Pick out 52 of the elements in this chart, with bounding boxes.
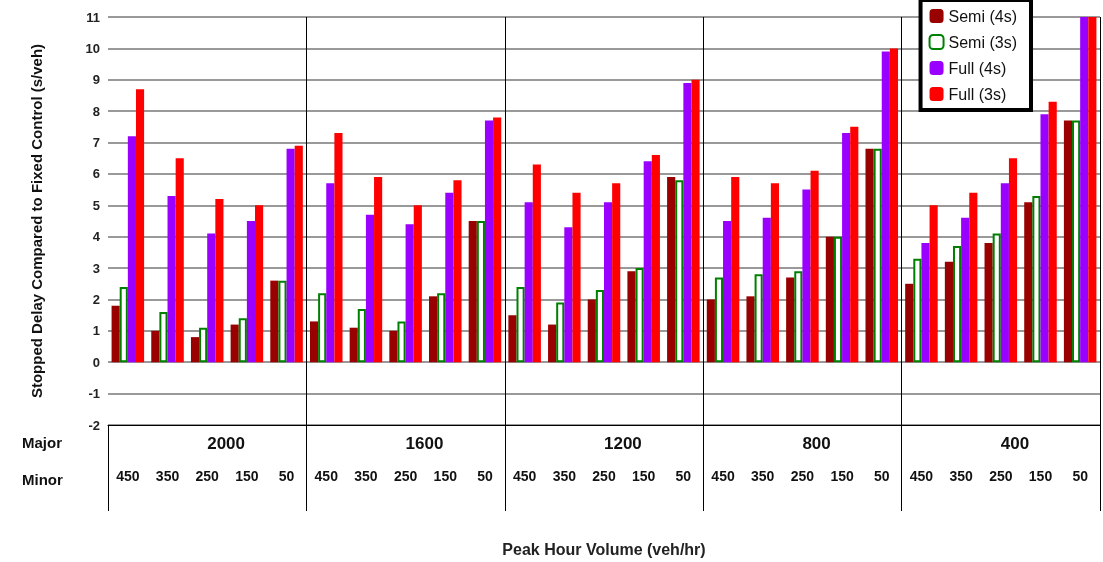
legend-label: Semi (3s) xyxy=(948,33,1017,51)
x-tick-label: 150 xyxy=(433,468,458,484)
y-tick-label: 1 xyxy=(92,323,100,339)
x-tick-label: 50 xyxy=(873,468,890,484)
x-tick-label: 50 xyxy=(1072,468,1089,484)
x-tick-label: 150 xyxy=(1028,468,1053,484)
y-tick-label: 7 xyxy=(92,135,100,151)
y-axis-title: Stopped Delay Compared to Fixed Control (s/veh) xyxy=(27,43,45,399)
legend-label: Semi (4s) xyxy=(948,7,1017,25)
x-tick-label: 450 xyxy=(711,468,735,484)
y-tick-label: -2 xyxy=(88,417,100,433)
x-tick-label: 150 xyxy=(632,468,656,484)
x-tick-label: 250 xyxy=(790,468,815,484)
text: 400 xyxy=(1000,434,1030,453)
legend-label: Full (4s) xyxy=(948,59,1007,77)
x-tick-label: 250 xyxy=(393,468,418,484)
text: 2000 xyxy=(207,434,246,453)
text: Minor xyxy=(22,471,63,488)
x-tick-label: 50 xyxy=(278,468,295,484)
y-tick-label: 3 xyxy=(92,260,100,276)
x-tick-label: 450 xyxy=(512,468,537,484)
legend-label: Full (3s) xyxy=(948,85,1007,103)
y-tick-label: 8 xyxy=(92,103,100,119)
x-tick-label: 450 xyxy=(116,468,140,484)
y-tick-label: 0 xyxy=(92,354,100,370)
x-tick-label: 250 xyxy=(195,468,220,484)
x-tick-label: 350 xyxy=(552,468,577,484)
x-tick-label: 350 xyxy=(949,468,974,484)
x-tick-label: 50 xyxy=(477,468,493,484)
x-axis-title: Peak Hour Volume (veh/hr) xyxy=(502,540,706,558)
y-tick-label: -1 xyxy=(88,386,100,402)
x-tick-label: 350 xyxy=(155,468,180,484)
y-tick-label: 6 xyxy=(92,166,100,182)
x-tick-label: 250 xyxy=(989,468,1013,484)
x-tick-label: 450 xyxy=(909,468,934,484)
x-tick-label: 250 xyxy=(592,468,616,484)
x-tick-label: 350 xyxy=(354,468,378,484)
y-tick-label: 11 xyxy=(86,9,100,25)
y-tick-label: 2 xyxy=(92,291,100,307)
x-tick-label: 450 xyxy=(314,468,339,484)
y-tick-label: 5 xyxy=(92,197,100,213)
y-tick-label: 4 xyxy=(92,229,101,245)
text: 800 xyxy=(802,434,831,453)
x-tick-label: 150 xyxy=(830,468,854,484)
x-tick-label: 350 xyxy=(751,468,775,484)
x-tick-label: 50 xyxy=(675,468,692,484)
text: 1600 xyxy=(405,434,444,453)
x-tick-label: 150 xyxy=(235,468,259,484)
y-tick-label: 10 xyxy=(85,40,100,56)
y-tick-label: 9 xyxy=(92,72,100,88)
text: 1200 xyxy=(604,434,642,453)
text: Major xyxy=(22,434,63,451)
